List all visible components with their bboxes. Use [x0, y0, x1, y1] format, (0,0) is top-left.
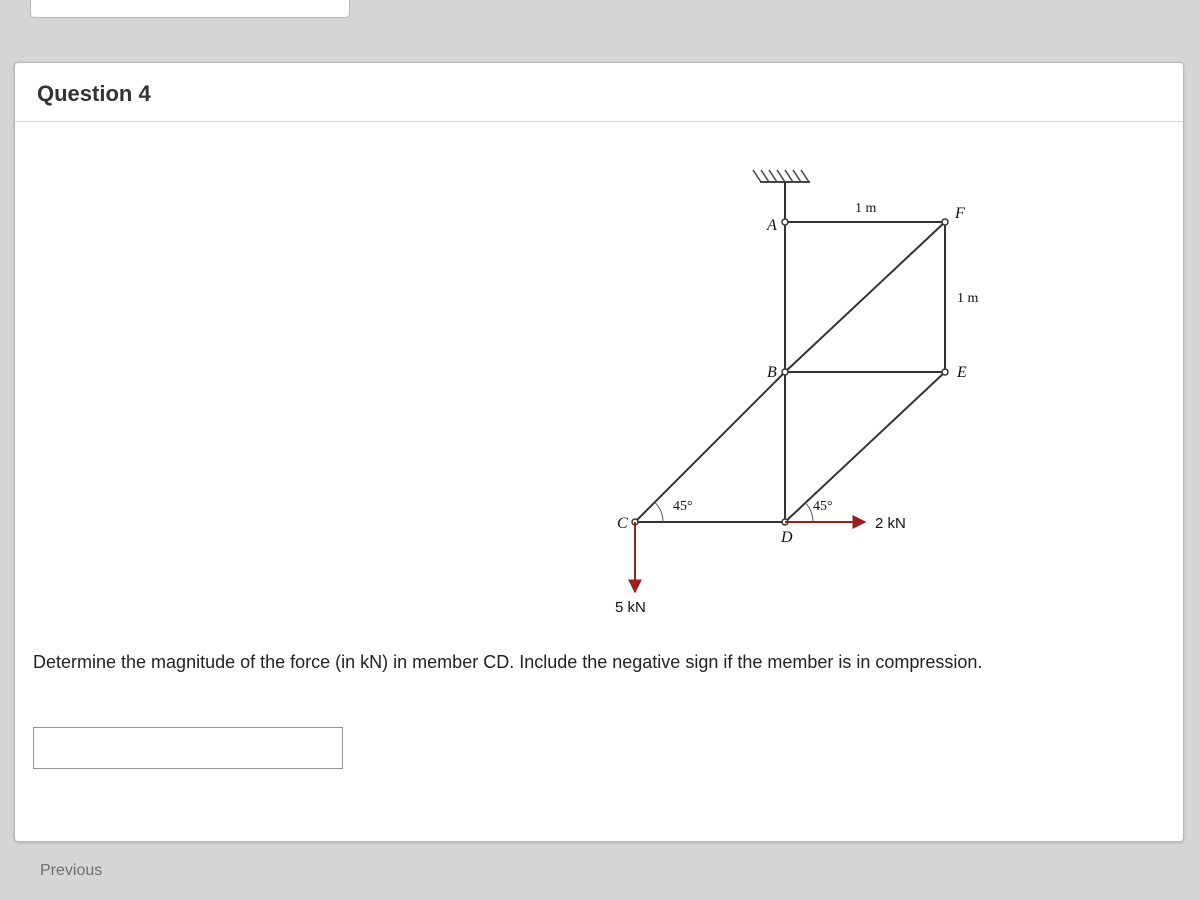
svg-text:B: B — [767, 364, 777, 381]
svg-text:E: E — [956, 364, 967, 381]
page-background: Question 4 45° 45° A F B E C D 1 m 1 m 5 kN 2 kN De… — [0, 0, 1200, 900]
question-header: Question 4 — [15, 63, 1183, 122]
question-title: Question 4 — [37, 81, 151, 106]
svg-text:45°: 45° — [813, 499, 833, 514]
question-card: Question 4 45° 45° A F B E C D 1 m 1 m 5 kN 2 kN De… — [14, 62, 1184, 842]
svg-text:F: F — [954, 205, 965, 222]
svg-text:1 m: 1 m — [957, 291, 979, 306]
truss-diagram: 45°45°AFBECD1 m1 m5 kN2 kN — [575, 152, 1015, 612]
svg-text:D: D — [780, 529, 793, 546]
previous-button[interactable]: Previous — [40, 862, 102, 880]
svg-text:C: C — [617, 515, 628, 532]
svg-text:5 kN: 5 kN — [615, 599, 646, 616]
svg-text:A: A — [766, 217, 777, 234]
question-body: 45° 45° A F B E C D 1 m 1 m 5 kN 2 kN Determine the… — [15, 122, 1183, 802]
svg-text:1 m: 1 m — [855, 201, 877, 216]
svg-text:2 kN: 2 kN — [875, 515, 906, 532]
top-card-fragment — [30, 0, 350, 18]
truss-svg: 45° 45° A F B E C D 1 m 1 m 5 kN 2 kN — [575, 152, 1015, 632]
svg-text:45°: 45° — [673, 499, 693, 514]
question-prompt: Determine the magnitude of the force (in… — [33, 652, 982, 673]
answer-input[interactable] — [33, 727, 343, 769]
